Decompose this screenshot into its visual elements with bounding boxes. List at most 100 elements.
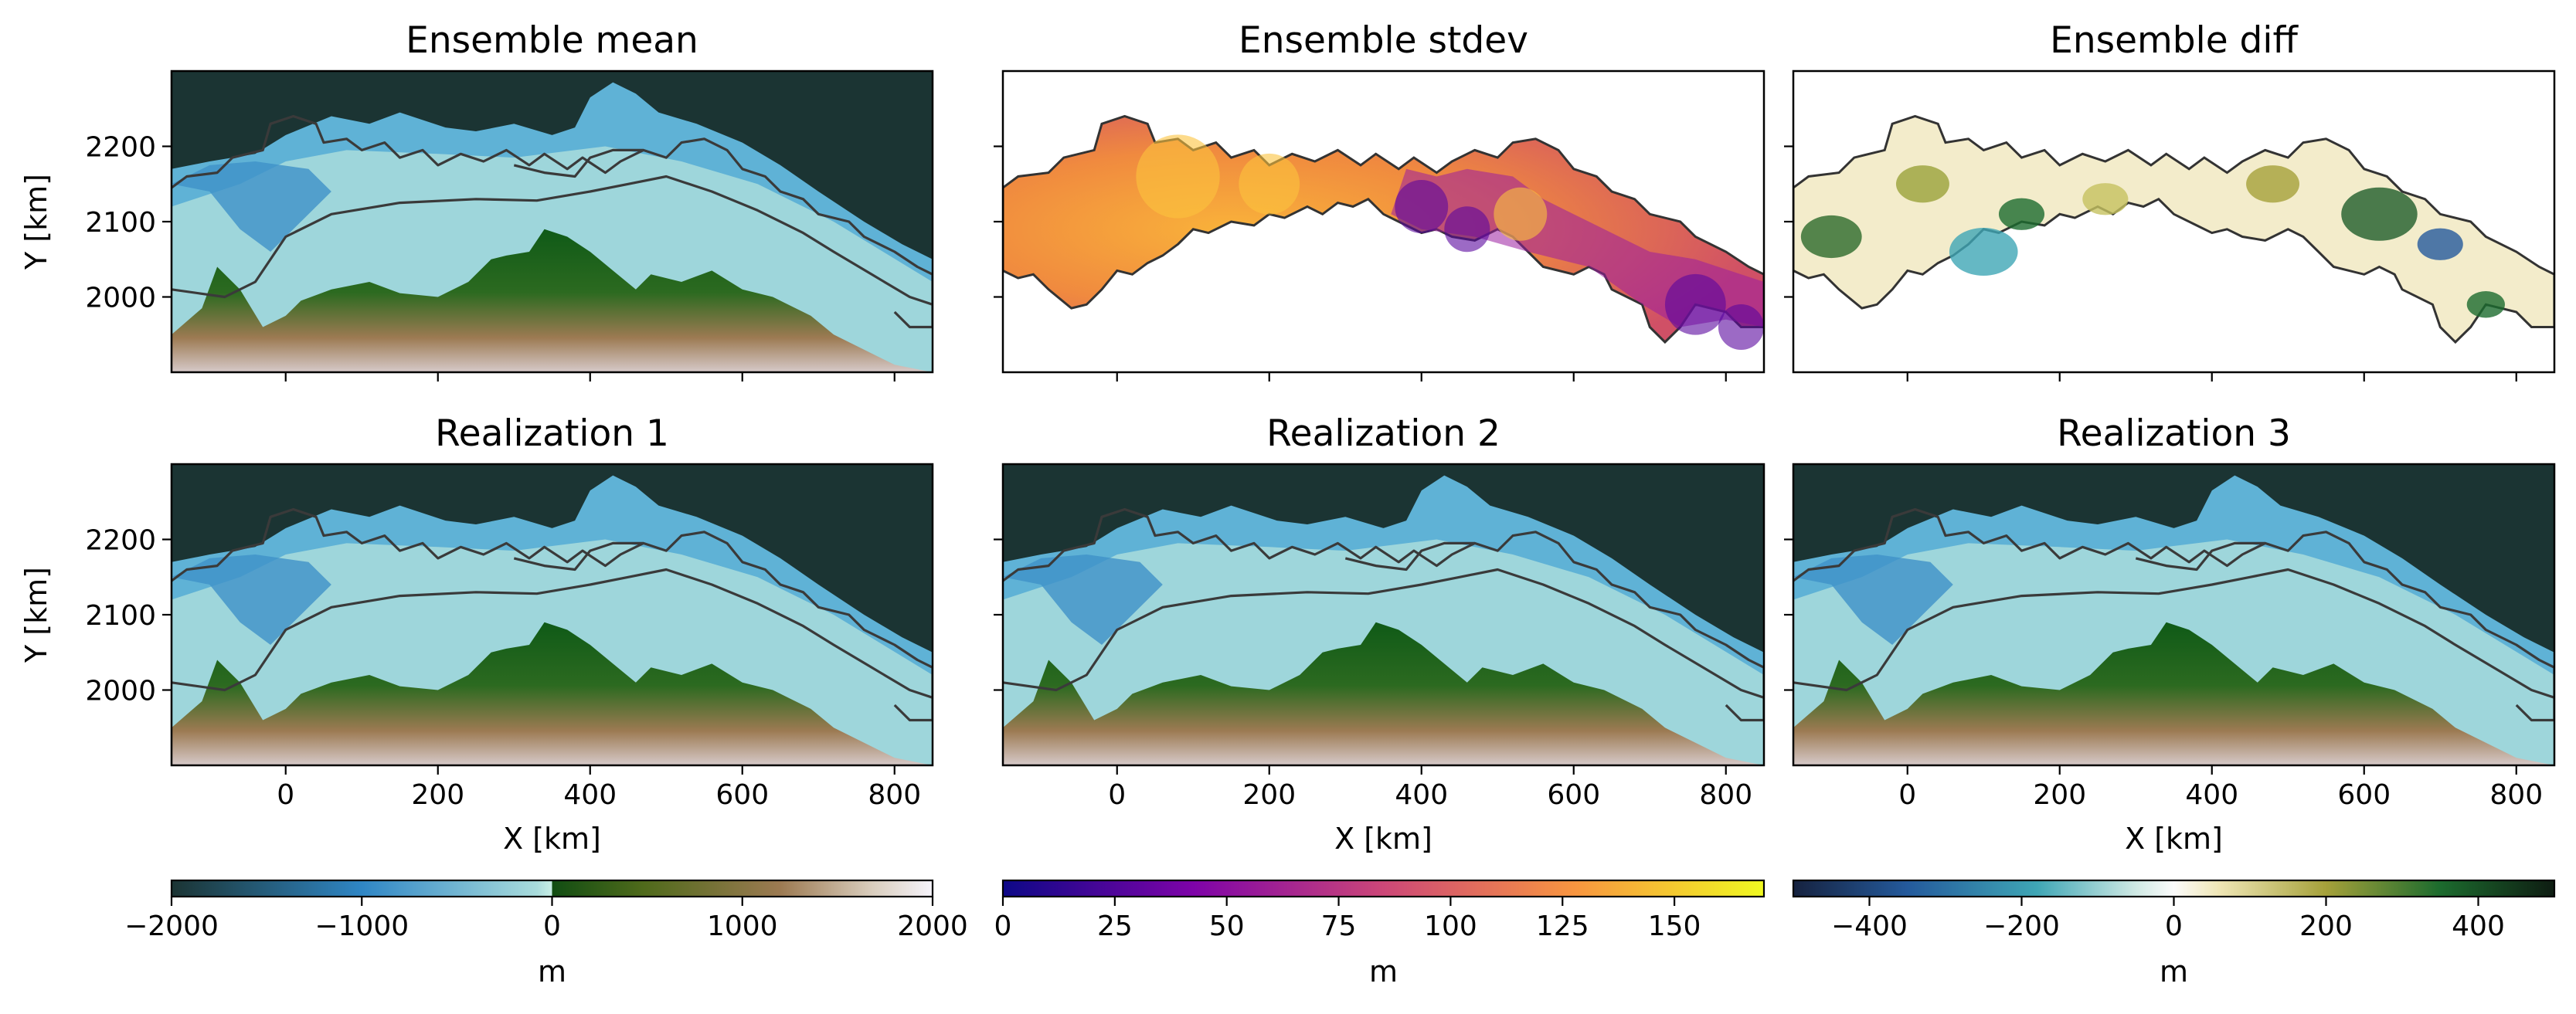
- colorbar-tick-label: 0: [994, 911, 1012, 942]
- diff-blob-1: [1895, 165, 1949, 203]
- x-tick-label: 800: [2489, 779, 2543, 811]
- colorbar-label: m: [2160, 955, 2188, 989]
- colorbar-tick-label: 0: [543, 911, 561, 942]
- y-tick-label: 2200: [85, 132, 156, 164]
- y-tick-label: 2000: [85, 676, 156, 707]
- colorbar-tick-label: −400: [1831, 911, 1908, 942]
- panel-title: Ensemble diff: [2050, 19, 2299, 62]
- x-tick-label: 800: [1699, 779, 1752, 811]
- diff-blob-3: [1998, 198, 2045, 230]
- basin-divide: [513, 148, 644, 178]
- land: [1793, 622, 2554, 765]
- x-tick-label: 200: [411, 779, 464, 811]
- panel-title: Ensemble mean: [406, 19, 698, 62]
- colorbar-tick-label: 125: [1536, 911, 1589, 942]
- colorbar-tick-label: 1000: [707, 911, 778, 942]
- colorbar-3: −400 −200 0 200 400 m: [1792, 879, 2556, 989]
- panel-title: Realization 2: [1266, 412, 1500, 455]
- basin-outline: [172, 507, 933, 722]
- panel-2: Ensemble stdev: [994, 19, 1765, 382]
- land: [172, 229, 933, 372]
- colorbar-tick-label: 25: [1097, 911, 1133, 942]
- colorbar-tick-label: −1000: [314, 911, 409, 942]
- ice-shelf-deep: [172, 161, 331, 252]
- y-tick-label: 2100: [85, 207, 156, 239]
- diff-blob-8: [2466, 291, 2505, 318]
- colorbar-2: 0 25 50 75 100 125 150 m: [994, 879, 1765, 989]
- map-area: [1793, 464, 2554, 765]
- basin-divide: [2135, 541, 2265, 571]
- grounding-line: [172, 175, 933, 306]
- x-tick-label: 600: [715, 779, 769, 811]
- colorbar-tick-label: −2000: [124, 911, 219, 942]
- colorbar-tick-label: 2000: [897, 911, 968, 942]
- stdev-low-1: [1444, 206, 1490, 253]
- x-tick-label: 400: [1395, 779, 1448, 811]
- land: [1003, 622, 1764, 765]
- diff-blob-2: [1949, 227, 2018, 276]
- x-tick-label: 0: [277, 779, 294, 811]
- diff-blob-7: [2417, 228, 2463, 260]
- diff-blob-4: [2082, 183, 2129, 215]
- diff-blob-0: [1800, 215, 1862, 259]
- y-axis-label: Y [km]: [19, 567, 53, 663]
- map-area: [1793, 71, 2554, 372]
- panel-1: Ensemble mean 2000 2100 2200 Y [km]: [19, 19, 934, 382]
- x-tick-label: 200: [1242, 779, 1296, 811]
- stdev-high-2: [1494, 187, 1548, 241]
- panel-title: Realization 3: [2057, 412, 2291, 455]
- y-axis-label: Y [km]: [19, 174, 53, 270]
- grounding-line: [172, 568, 933, 699]
- x-tick-label: 0: [1898, 779, 1916, 811]
- colorbar-gradient: [170, 879, 934, 898]
- land: [172, 622, 933, 765]
- map-area: [172, 464, 933, 765]
- colorbar-tick-label: 75: [1321, 911, 1357, 942]
- y-tick-label: 2200: [85, 525, 156, 557]
- diff-blob-5: [2246, 165, 2300, 203]
- stdev-high-0: [1136, 134, 1220, 219]
- stdev-low-2: [1664, 273, 1726, 335]
- colorbar-tick-label: 150: [1648, 911, 1701, 942]
- colorbar-tick-label: 0: [2165, 911, 2183, 942]
- basin-outline: [1793, 507, 2554, 722]
- colorbar-1: −2000 −1000 0 1000 2000 m: [124, 879, 968, 989]
- grounding-line: [1793, 568, 2554, 699]
- x-axis-label: X [km]: [1334, 822, 1432, 856]
- panel-5: Realization 2 0 200 400 600 800 X [km]: [994, 412, 1765, 856]
- grounding-line: [1003, 568, 1764, 699]
- y-tick-label: 2100: [85, 600, 156, 632]
- x-tick-label: 800: [868, 779, 921, 811]
- stdev-low-3: [1718, 304, 1764, 351]
- x-tick-label: 400: [2185, 779, 2238, 811]
- ice-shelf-deep: [172, 554, 331, 645]
- x-tick-label: 0: [1108, 779, 1126, 811]
- panel-title: Ensemble stdev: [1239, 19, 1528, 62]
- colorbar-tick-label: 400: [2452, 911, 2505, 942]
- basin-divide: [513, 541, 644, 571]
- colorbar-tick-label: 200: [2299, 911, 2353, 942]
- x-tick-label: 600: [1547, 779, 1600, 811]
- x-tick-label: 200: [2033, 779, 2086, 811]
- ice-shelf-deep: [1793, 554, 1953, 645]
- basin-outline: [1003, 507, 1764, 722]
- map-area: [1003, 464, 1764, 765]
- x-axis-label: X [km]: [2125, 822, 2223, 856]
- colorbar-label: m: [538, 955, 566, 989]
- basin-divide: [1344, 541, 1475, 571]
- panel-6: Realization 3 0 200 400 600 800 X [km]: [1784, 412, 2556, 856]
- panel-4: Realization 1 0 200 400 600 800 2000 2100 2200 X …: [19, 412, 934, 856]
- map-area: [1003, 71, 1764, 372]
- colorbar-gradient: [1001, 879, 1765, 898]
- colorbar-gradient: [1792, 879, 2556, 898]
- panel-title: Realization 1: [435, 412, 669, 455]
- x-tick-label: 600: [2337, 779, 2391, 811]
- map-area: [172, 71, 933, 372]
- x-axis-label: X [km]: [503, 822, 601, 856]
- colorbar-label: m: [1369, 955, 1398, 989]
- colorbar-tick-label: 50: [1209, 911, 1245, 942]
- x-tick-label: 400: [563, 779, 617, 811]
- stdev-high-1: [1239, 153, 1300, 215]
- basin-outline: [172, 114, 933, 329]
